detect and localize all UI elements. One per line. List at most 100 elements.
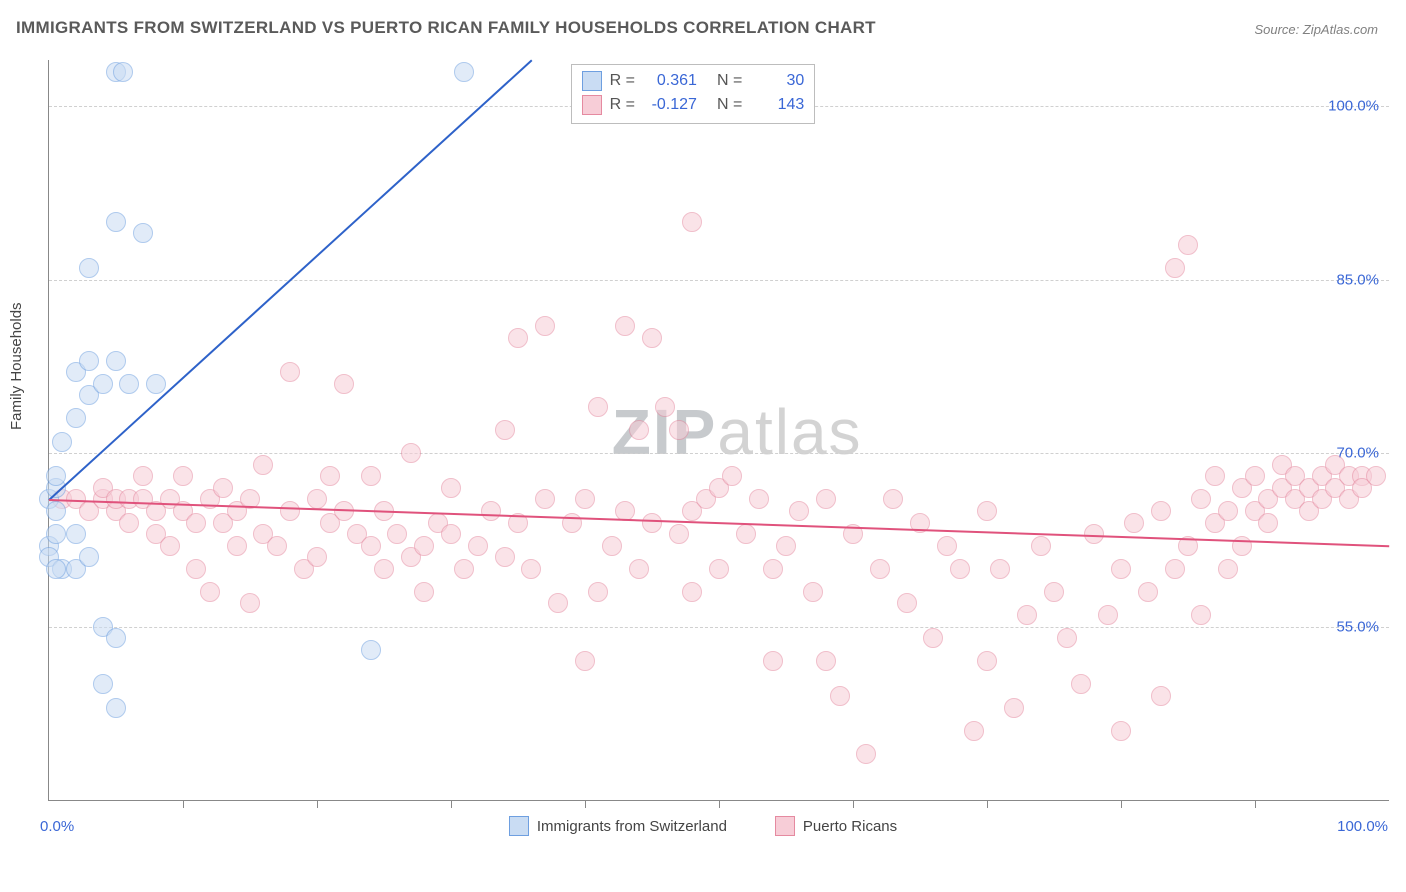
- data-point: [923, 628, 943, 648]
- data-point: [1111, 559, 1131, 579]
- data-point: [106, 628, 126, 648]
- data-point: [113, 62, 133, 82]
- data-point: [213, 478, 233, 498]
- n-label: N =: [717, 72, 742, 90]
- data-point: [669, 524, 689, 544]
- data-point: [414, 582, 434, 602]
- r-label: R =: [610, 72, 635, 90]
- data-point: [66, 524, 86, 544]
- data-point: [173, 466, 193, 486]
- data-point: [106, 212, 126, 232]
- data-point: [964, 721, 984, 741]
- data-point: [119, 513, 139, 533]
- data-point: [575, 489, 595, 509]
- n-value: 143: [750, 96, 804, 114]
- data-point: [816, 489, 836, 509]
- data-point: [508, 328, 528, 348]
- gridline: [49, 453, 1389, 454]
- trend-line: [48, 60, 532, 501]
- data-point: [856, 744, 876, 764]
- data-point: [106, 698, 126, 718]
- data-point: [267, 536, 287, 556]
- data-point: [642, 513, 662, 533]
- data-point: [401, 443, 421, 463]
- watermark-atlas: atlas: [717, 396, 862, 468]
- data-point: [66, 408, 86, 428]
- data-point: [1071, 674, 1091, 694]
- data-point: [1165, 258, 1185, 278]
- data-point: [495, 547, 515, 567]
- data-point: [1031, 536, 1051, 556]
- data-point: [1191, 605, 1211, 625]
- data-point: [950, 559, 970, 579]
- data-point: [253, 455, 273, 475]
- data-point: [186, 559, 206, 579]
- data-point: [535, 489, 555, 509]
- data-point: [870, 559, 890, 579]
- data-point: [615, 316, 635, 336]
- data-point: [709, 559, 729, 579]
- data-point: [1232, 536, 1252, 556]
- data-point: [588, 582, 608, 602]
- data-point: [1044, 582, 1064, 602]
- data-point: [481, 501, 501, 521]
- legend-label: Puerto Ricans: [803, 818, 897, 835]
- data-point: [682, 582, 702, 602]
- legend-item: Puerto Ricans: [775, 816, 897, 836]
- data-point: [374, 559, 394, 579]
- data-point: [629, 420, 649, 440]
- x-tick: [853, 800, 854, 808]
- data-point: [977, 651, 997, 671]
- data-point: [387, 524, 407, 544]
- data-point: [79, 258, 99, 278]
- data-point: [119, 374, 139, 394]
- x-tick: [1255, 800, 1256, 808]
- data-point: [789, 501, 809, 521]
- data-point: [46, 501, 66, 521]
- data-point: [562, 513, 582, 533]
- data-point: [133, 466, 153, 486]
- data-point: [52, 432, 72, 452]
- data-point: [200, 582, 220, 602]
- r-label: R =: [610, 96, 635, 114]
- data-point: [722, 466, 742, 486]
- x-tick: [1121, 800, 1122, 808]
- legend-label: Immigrants from Switzerland: [537, 818, 727, 835]
- x-tick: [987, 800, 988, 808]
- data-point: [160, 536, 180, 556]
- data-point: [1017, 605, 1037, 625]
- n-value: 30: [750, 72, 804, 90]
- data-point: [937, 536, 957, 556]
- data-point: [763, 651, 783, 671]
- data-point: [361, 640, 381, 660]
- data-point: [816, 651, 836, 671]
- data-point: [1178, 235, 1198, 255]
- data-point: [454, 62, 474, 82]
- data-point: [1004, 698, 1024, 718]
- data-point: [977, 501, 997, 521]
- r-value: -0.127: [643, 96, 697, 114]
- data-point: [1138, 582, 1158, 602]
- data-point: [307, 547, 327, 567]
- data-point: [133, 223, 153, 243]
- y-tick-label: 55.0%: [1336, 618, 1379, 635]
- data-point: [468, 536, 488, 556]
- data-point: [361, 466, 381, 486]
- data-point: [1098, 605, 1118, 625]
- data-point: [803, 582, 823, 602]
- data-point: [1151, 501, 1171, 521]
- data-point: [1258, 513, 1278, 533]
- r-value: 0.361: [643, 72, 697, 90]
- x-tick: [451, 800, 452, 808]
- gridline: [49, 280, 1389, 281]
- data-point: [830, 686, 850, 706]
- data-point: [46, 466, 66, 486]
- data-point: [334, 374, 354, 394]
- data-point: [106, 351, 126, 371]
- data-point: [990, 559, 1010, 579]
- data-point: [1366, 466, 1386, 486]
- data-point: [535, 316, 555, 336]
- data-point: [146, 374, 166, 394]
- plot-area: ZIPatlas 55.0%70.0%85.0%100.0%: [48, 60, 1389, 801]
- data-point: [441, 478, 461, 498]
